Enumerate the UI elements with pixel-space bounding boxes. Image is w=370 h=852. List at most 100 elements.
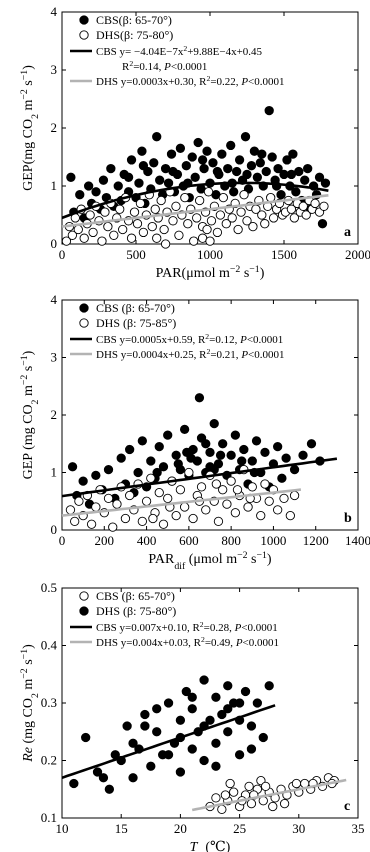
data-point bbox=[85, 210, 95, 220]
data-point bbox=[148, 513, 158, 524]
data-point bbox=[112, 499, 122, 509]
y-tick-label: 2 bbox=[51, 407, 58, 422]
data-point bbox=[264, 105, 274, 116]
y-tick-label: 0.4 bbox=[41, 638, 58, 653]
y-tick-label: 0 bbox=[51, 236, 58, 251]
data-point bbox=[140, 709, 150, 720]
data-point bbox=[247, 482, 257, 492]
data-point bbox=[229, 187, 239, 197]
data-point bbox=[289, 213, 300, 223]
data-point bbox=[260, 781, 271, 792]
data-point bbox=[173, 459, 183, 469]
data-point bbox=[65, 505, 76, 515]
data-point bbox=[234, 750, 245, 760]
data-point bbox=[289, 490, 300, 501]
data-point bbox=[212, 166, 223, 177]
data-point bbox=[138, 227, 149, 238]
data-point bbox=[138, 161, 149, 171]
data-point bbox=[75, 190, 85, 200]
data-point bbox=[199, 675, 209, 685]
data-point bbox=[181, 686, 191, 697]
legend-label: DHS(β: 75-80°) bbox=[96, 28, 173, 42]
legend-marker bbox=[79, 591, 89, 601]
data-point bbox=[187, 744, 197, 754]
data-point bbox=[81, 732, 91, 743]
data-point bbox=[190, 172, 200, 182]
data-point bbox=[202, 224, 212, 235]
data-point bbox=[279, 798, 290, 809]
x-tick-label: 10 bbox=[56, 821, 69, 836]
data-point bbox=[203, 187, 214, 197]
x-tick-label: 800 bbox=[221, 533, 241, 548]
legend-marker bbox=[79, 303, 89, 313]
series-dhs bbox=[65, 464, 300, 532]
x-axis-label: PARdif (μmol m−2 s−1) bbox=[148, 550, 272, 572]
data-point bbox=[86, 519, 97, 529]
data-point bbox=[187, 692, 197, 702]
data-point bbox=[188, 513, 198, 524]
x-tick-label: 2000 bbox=[345, 247, 370, 262]
x-tick-label: 1200 bbox=[303, 533, 329, 548]
x-tick-label: 1000 bbox=[197, 247, 223, 262]
data-point bbox=[140, 721, 150, 731]
data-point bbox=[231, 166, 242, 177]
y-axis-label: Re (mg CO2 m−2 s−1) bbox=[19, 644, 41, 763]
equation-text: R2=0.14, P<0.0001 bbox=[122, 59, 207, 74]
data-point bbox=[163, 698, 174, 708]
data-point bbox=[175, 485, 186, 495]
legend-label: CBS (β: 65-70°) bbox=[96, 589, 175, 603]
data-point bbox=[163, 178, 174, 188]
data-point bbox=[205, 715, 215, 725]
data-point bbox=[181, 161, 191, 171]
data-point bbox=[319, 201, 329, 211]
data-point bbox=[158, 462, 169, 472]
data-point bbox=[279, 493, 289, 504]
data-point bbox=[187, 152, 197, 162]
data-point bbox=[303, 163, 313, 174]
data-point bbox=[257, 149, 267, 159]
data-point bbox=[213, 516, 224, 527]
equation-text: DHS y=0.004x+0.03, R2=0.49, P<0.0001 bbox=[96, 635, 279, 650]
data-point bbox=[166, 149, 177, 159]
equation-text: DHS y=0.0004x+0.25, R2=0.21, P<0.0001 bbox=[96, 347, 285, 362]
data-point bbox=[179, 502, 190, 512]
data-point bbox=[208, 158, 218, 168]
data-point bbox=[152, 727, 162, 737]
data-point bbox=[152, 233, 162, 243]
data-point bbox=[276, 190, 286, 200]
data-point bbox=[226, 140, 236, 151]
data-point bbox=[103, 464, 114, 475]
data-point bbox=[126, 233, 137, 243]
y-tick-label: 0 bbox=[51, 522, 58, 537]
data-point bbox=[227, 213, 237, 223]
data-point bbox=[244, 781, 254, 792]
data-point bbox=[260, 219, 270, 229]
data-point bbox=[285, 510, 295, 521]
data-point bbox=[128, 773, 138, 783]
data-point bbox=[205, 447, 215, 458]
data-point bbox=[120, 513, 131, 524]
data-point bbox=[88, 227, 98, 238]
data-point bbox=[175, 767, 186, 777]
legend-label: DHS (β: 75-85°) bbox=[96, 316, 176, 330]
data-point bbox=[268, 213, 279, 223]
y-tick-label: 0.2 bbox=[41, 753, 57, 768]
data-point bbox=[286, 204, 297, 214]
data-point bbox=[300, 175, 310, 185]
data-point bbox=[149, 158, 159, 168]
data-point bbox=[282, 155, 292, 165]
data-point bbox=[183, 219, 193, 229]
x-tick-label: 600 bbox=[179, 533, 199, 548]
data-point bbox=[281, 453, 291, 463]
data-point bbox=[192, 213, 202, 223]
data-point bbox=[74, 496, 84, 506]
data-point bbox=[174, 230, 184, 240]
data-point bbox=[193, 137, 203, 148]
data-point bbox=[168, 216, 178, 226]
data-point bbox=[70, 516, 80, 527]
data-point bbox=[223, 704, 233, 714]
data-point bbox=[180, 192, 190, 203]
data-point bbox=[184, 467, 194, 478]
data-point bbox=[240, 132, 251, 142]
data-point bbox=[206, 216, 217, 226]
